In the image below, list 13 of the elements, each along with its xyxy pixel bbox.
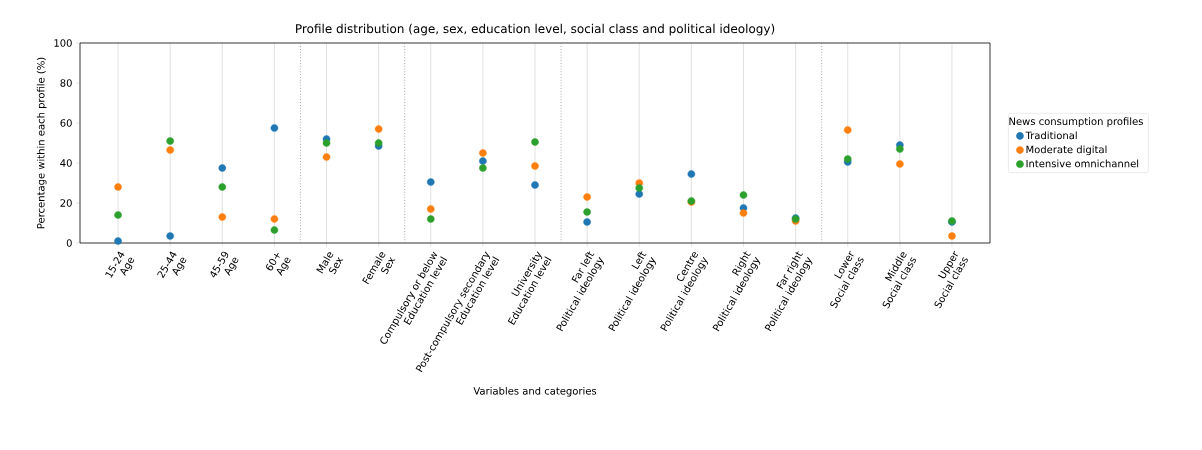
- chart-title: Profile distribution (age, sex, education level, social class and political ideology): [296, 23, 775, 36]
- y-tick-label: 100: [54, 39, 72, 47]
- y-tick-label: 0: [66, 239, 72, 247]
- legend-label: Moderate digital: [1026, 145, 1107, 156]
- x-axis-title: Variables and categories: [473, 386, 597, 397]
- y-tick-label: 40: [60, 159, 72, 167]
- y-tick-label: 80: [60, 79, 72, 87]
- legend-title: News consumption profiles: [1009, 117, 1143, 127]
- legend-label: Intensive omnichannel: [1026, 159, 1139, 168]
- y-tick-label: 60: [60, 119, 72, 127]
- legend-label: Traditional: [1025, 131, 1077, 140]
- y-axis-title: Percentage within each profile (%): [36, 57, 47, 229]
- y-tick-label: 20: [60, 199, 72, 207]
